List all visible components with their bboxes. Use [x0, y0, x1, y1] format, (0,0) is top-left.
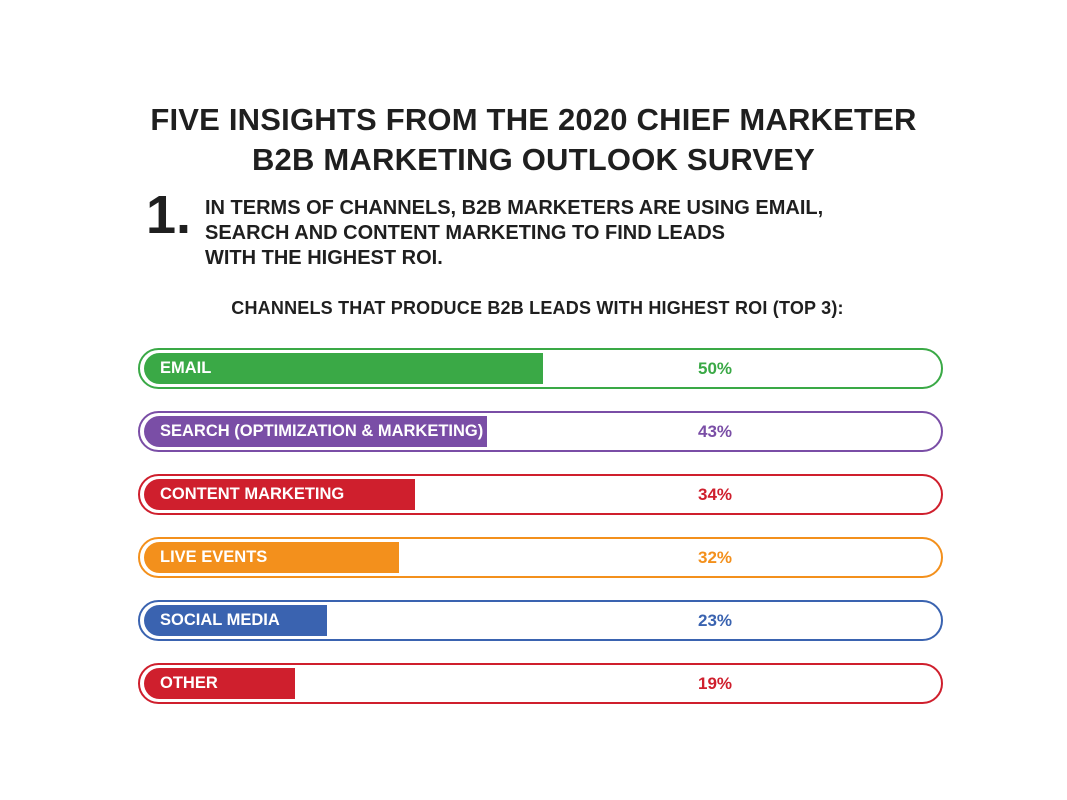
bar-row: LIVE EVENTS 32%: [138, 537, 943, 578]
page-title: FIVE INSIGHTS FROM THE 2020 CHIEF MARKET…: [0, 100, 1067, 180]
bar-label: EMAIL: [160, 359, 212, 377]
bar: [144, 542, 399, 573]
title-line-2: B2B MARKETING OUTLOOK SURVEY: [251, 142, 816, 177]
bar-row: CONTENT MARKETING 34%: [138, 474, 943, 515]
insight-number: 1.: [146, 185, 192, 245]
bar-label: LIVE EVENTS: [160, 548, 268, 566]
bar-value-label: 23%: [697, 611, 733, 630]
bar-value-label: 50%: [697, 359, 733, 378]
title-line-1: FIVE INSIGHTS FROM THE 2020 CHIEF MARKET…: [150, 102, 917, 137]
bar-value-label: 32%: [697, 548, 733, 567]
bar: [144, 416, 487, 447]
insight-line-2: SEARCH AND CONTENT MARKETING TO FIND LEA…: [205, 222, 725, 244]
bar-row: SOCIAL MEDIA 23%: [138, 600, 943, 641]
bar-value-label: 34%: [697, 485, 733, 504]
bar-label: CONTENT MARKETING: [160, 485, 345, 503]
bar-row: EMAIL 50%: [138, 348, 943, 389]
bar-row: OTHER 19%: [138, 663, 943, 704]
chart-title: CHANNELS THAT PRODUCE B2B LEADS WITH HIG…: [231, 298, 844, 318]
bar: [144, 668, 295, 699]
bar: [144, 479, 415, 510]
bar: [144, 353, 543, 384]
bar-label: SOCIAL MEDIA: [160, 611, 280, 629]
bar-row: SEARCH (OPTIMIZATION & MARKETING) 43%: [138, 411, 943, 452]
bar: [144, 605, 327, 636]
insight-line-1: IN TERMS OF CHANNELS, B2B MARKETERS ARE …: [205, 197, 824, 219]
bar-label: SEARCH (OPTIMIZATION & MARKETING): [160, 422, 484, 440]
bar-label: OTHER: [160, 674, 218, 692]
bar-value-label: 43%: [697, 422, 733, 441]
insight-line-3: WITH THE HIGHEST ROI.: [205, 247, 443, 269]
insight-text: IN TERMS OF CHANNELS, B2B MARKETERS ARE …: [205, 196, 965, 271]
bar-value-label: 19%: [697, 674, 733, 693]
